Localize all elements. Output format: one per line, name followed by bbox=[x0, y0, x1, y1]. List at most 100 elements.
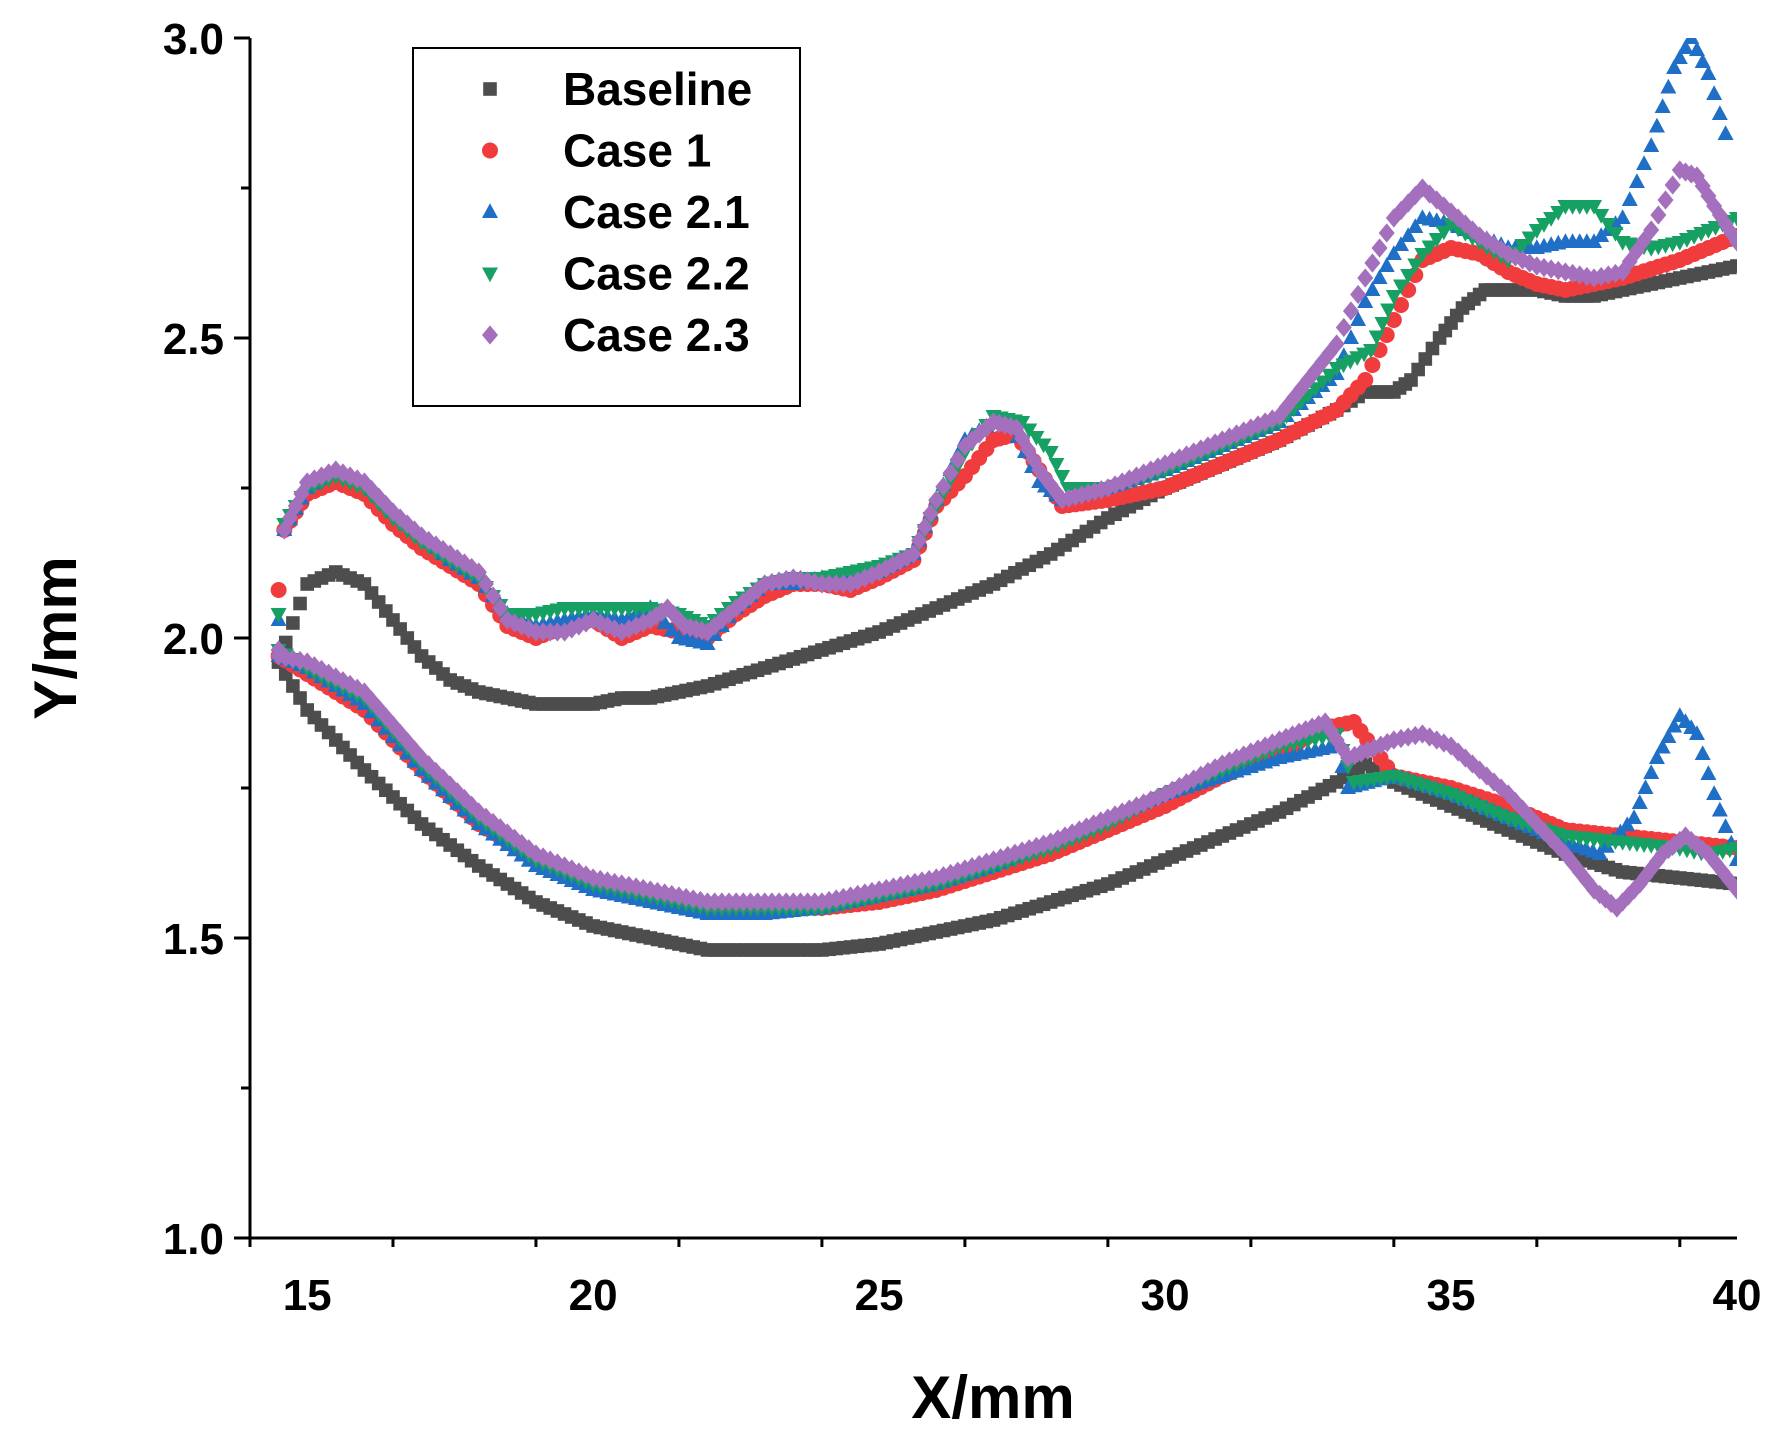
data-point bbox=[1657, 190, 1674, 210]
data-point bbox=[286, 679, 300, 693]
data-point bbox=[293, 691, 307, 705]
data-point bbox=[1586, 200, 1603, 215]
data-point bbox=[1688, 725, 1705, 740]
y-tick-label: 1.0 bbox=[163, 1215, 224, 1264]
data-point bbox=[1378, 257, 1395, 272]
data-point bbox=[477, 574, 494, 594]
data-point bbox=[1366, 738, 1383, 758]
data-point bbox=[1328, 334, 1345, 354]
data-point bbox=[916, 517, 933, 537]
data-point bbox=[1637, 779, 1654, 794]
data-point bbox=[1400, 269, 1417, 284]
data-point bbox=[1535, 218, 1552, 233]
legend-marker bbox=[482, 267, 498, 283]
data-point bbox=[1364, 253, 1381, 273]
legend-item: Case 1 bbox=[482, 125, 711, 177]
data-point bbox=[905, 544, 922, 564]
data-point bbox=[1636, 155, 1653, 170]
data-point bbox=[1677, 39, 1694, 54]
data-point bbox=[1421, 240, 1438, 256]
data-point bbox=[1628, 173, 1645, 188]
data-point bbox=[1654, 738, 1671, 754]
data-point bbox=[1694, 53, 1711, 68]
data-point bbox=[1014, 428, 1031, 449]
x-tick-label: 30 bbox=[1141, 1271, 1190, 1320]
data-point bbox=[1321, 368, 1338, 384]
data-point bbox=[1374, 317, 1391, 332]
data-point bbox=[1371, 238, 1388, 258]
data-point bbox=[287, 496, 304, 516]
data-point bbox=[1514, 239, 1531, 254]
x-tick-label: 20 bbox=[569, 1271, 618, 1320]
data-point bbox=[1048, 458, 1065, 473]
data-point bbox=[942, 463, 959, 483]
data-point bbox=[1600, 218, 1617, 233]
x-tick-label: 15 bbox=[283, 1271, 332, 1320]
y-tick-label: 1.5 bbox=[163, 915, 224, 964]
data-point bbox=[1418, 352, 1433, 366]
legend-items: Baseline Case 1 Case 2.1 Case 2.2 Case 2.3 bbox=[482, 63, 752, 361]
legend-item: Case 2.1 bbox=[482, 186, 750, 238]
legend: Baseline Case 1 Case 2.1 Case 2.2 Case 2.3 bbox=[412, 47, 801, 407]
data-point bbox=[492, 598, 509, 618]
data-point bbox=[699, 635, 716, 650]
data-point bbox=[1671, 49, 1688, 64]
y-tick-label: 3.0 bbox=[163, 15, 224, 64]
data-point bbox=[1711, 105, 1728, 120]
legend-label: Case 2.2 bbox=[563, 248, 750, 300]
legend-label: Case 1 bbox=[563, 125, 711, 177]
data-point bbox=[1700, 765, 1717, 780]
data-point bbox=[1717, 818, 1734, 833]
data-point bbox=[1607, 227, 1624, 242]
axes: 15 20 25 30 35 40 1.0 1.5 2.0 2.5 3.0 bbox=[163, 15, 1762, 1320]
data-point bbox=[949, 449, 966, 470]
data-point bbox=[1400, 227, 1417, 242]
data-point bbox=[1364, 357, 1381, 373]
legend-item: Case 2.3 bbox=[482, 309, 750, 361]
data-point bbox=[1729, 212, 1737, 227]
data-point bbox=[911, 530, 928, 551]
data-point bbox=[1414, 248, 1431, 263]
data-point bbox=[1729, 851, 1737, 866]
data-point bbox=[1380, 303, 1397, 319]
legend-label: Case 2.1 bbox=[563, 186, 750, 238]
data-point bbox=[1688, 41, 1705, 56]
data-point bbox=[270, 608, 287, 623]
data-point bbox=[1543, 212, 1560, 227]
data-point bbox=[1425, 341, 1440, 356]
data-point bbox=[1643, 764, 1660, 779]
data-point bbox=[470, 562, 487, 582]
data-point bbox=[1314, 375, 1331, 391]
data-point bbox=[1346, 745, 1363, 766]
data-point bbox=[1648, 117, 1665, 133]
data-point bbox=[1368, 330, 1385, 346]
data-point bbox=[1407, 258, 1424, 274]
data-point bbox=[1371, 269, 1388, 284]
data-point bbox=[1364, 281, 1381, 296]
data-point bbox=[1304, 717, 1321, 737]
data-point bbox=[1407, 218, 1424, 233]
data-point bbox=[1706, 785, 1723, 800]
data-point bbox=[1297, 720, 1314, 740]
data-point bbox=[1550, 206, 1567, 221]
legend-item: Case 2.2 bbox=[482, 248, 750, 300]
data-point bbox=[1428, 233, 1445, 248]
data-point bbox=[1357, 293, 1374, 308]
data-point bbox=[1385, 290, 1402, 305]
x-axis-title: X/mm bbox=[911, 1364, 1074, 1431]
legend-box bbox=[412, 47, 801, 407]
legend-label: Baseline bbox=[563, 63, 752, 115]
data-point bbox=[1660, 728, 1677, 743]
data-point bbox=[1362, 344, 1379, 359]
data-point bbox=[1694, 745, 1711, 760]
data-point bbox=[1729, 842, 1737, 857]
data-point bbox=[1392, 279, 1409, 295]
data-point bbox=[1666, 59, 1683, 74]
data-point bbox=[1342, 301, 1359, 321]
y-tick-label: 2.5 bbox=[163, 315, 224, 364]
data-point bbox=[891, 551, 908, 571]
data-point bbox=[1621, 191, 1638, 206]
data-point bbox=[928, 490, 945, 510]
data-point bbox=[1392, 297, 1409, 313]
